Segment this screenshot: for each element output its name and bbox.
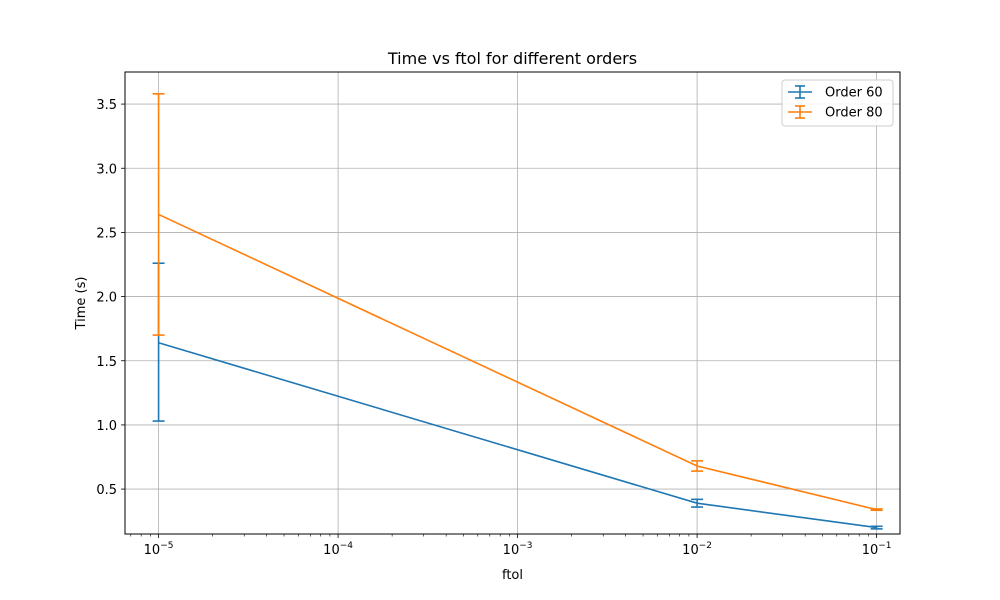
y-tick-label: 1.5 (96, 355, 117, 370)
x-tick-label: 10−4 (323, 541, 353, 558)
y-tick-label: 2.0 (96, 291, 117, 306)
y-tick-label: 2.5 (96, 226, 117, 241)
series-order-0 (152, 262, 883, 530)
y-tick-label: 0.5 (96, 483, 117, 498)
x-axis-title: ftol (502, 568, 523, 583)
y-axis-title: Time (s) (74, 277, 89, 331)
y-tick-label: 1.0 (96, 419, 117, 434)
series-layer (152, 93, 883, 530)
y-tick-label: 3.0 (96, 162, 117, 177)
x-tick-label: 10−3 (503, 541, 533, 558)
legend-entry: Order 80 (788, 105, 883, 121)
plot-frame (124, 71, 901, 535)
x-tick-label: 10−2 (682, 541, 712, 558)
y-axis-ticks: 0.5 1.0 1.5 2.0 2.5 3.0 3.5 (96, 98, 125, 498)
legend-label: Order 60 (825, 86, 883, 101)
x-tick-label: 10−5 (144, 541, 174, 558)
legend-entry: Order 60 (788, 85, 883, 101)
chart-title: Time vs ftol for different orders (387, 49, 637, 68)
series-order-1 (152, 93, 883, 512)
legend-label: Order 80 (825, 106, 883, 121)
x-axis-ticks: 10−5 10−4 10−3 10−2 10−1 (130, 534, 892, 558)
y-tick-label: 3.5 (96, 98, 117, 113)
legend: Order 60 Order 80 (781, 79, 894, 127)
x-tick-label: 10−1 (862, 541, 892, 558)
grid (125, 72, 900, 534)
